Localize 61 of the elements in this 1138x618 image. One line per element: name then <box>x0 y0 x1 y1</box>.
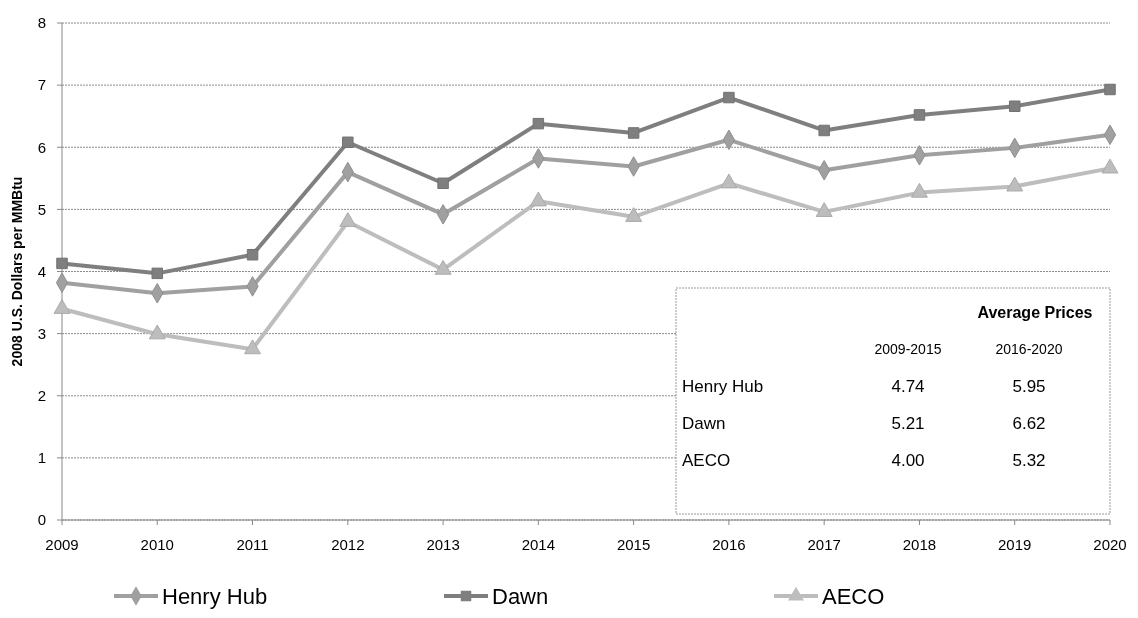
point <box>529 191 547 207</box>
point <box>910 182 928 198</box>
point <box>913 109 926 121</box>
point <box>342 136 354 149</box>
annotation: Henry Hub <box>682 377 764 396</box>
point <box>720 173 738 189</box>
point <box>627 127 640 139</box>
x-tick-label: 2014 <box>521 536 556 553</box>
legend-label: Dawn <box>492 583 549 609</box>
x-tick-label: 2016 <box>712 536 746 553</box>
annotation: 6.62 <box>1012 414 1046 433</box>
point <box>244 339 262 355</box>
point <box>1101 158 1119 174</box>
legend-label: AECO <box>822 583 885 609</box>
x-tick-label: 2015 <box>616 536 651 553</box>
point <box>53 299 71 314</box>
point <box>532 117 545 130</box>
x-tick-label: 2019 <box>998 536 1032 553</box>
x-tick-label: 2017 <box>807 536 841 553</box>
point <box>723 91 735 104</box>
annotation: 5.95 <box>1012 377 1046 396</box>
point <box>246 248 259 261</box>
x-tick-label: 2018 <box>902 536 937 553</box>
y-tick-label: 4 <box>37 262 46 280</box>
y-tick-label: 6 <box>37 138 46 156</box>
y-tick-label: 8 <box>37 14 46 32</box>
x-tick-label: 2009 <box>45 536 79 553</box>
annotation: 2016-2020 <box>995 341 1063 357</box>
x-tick-label: 2020 <box>1093 536 1127 553</box>
y-tick-label: 2 <box>37 387 46 404</box>
y-tick-label: 0 <box>37 511 46 529</box>
x-tick-label: 2013 <box>426 536 460 553</box>
point <box>151 267 164 280</box>
annotation: 5.32 <box>1012 451 1046 470</box>
point <box>434 259 452 275</box>
annotation: AECO <box>682 451 731 470</box>
annotation: 4.74 <box>891 377 925 396</box>
point <box>1104 83 1116 96</box>
legend-label: Henry Hub <box>162 583 268 609</box>
point <box>818 124 830 137</box>
point <box>1006 176 1024 192</box>
x-tick-label: 2012 <box>331 536 365 553</box>
annotation: 2009-2015 <box>874 341 942 357</box>
point <box>625 207 643 222</box>
point <box>437 177 449 190</box>
y-tick-label: 7 <box>37 76 46 94</box>
point <box>148 324 166 340</box>
y-tick-label: 3 <box>37 324 46 342</box>
y-axis-title: 2008 U.S. Dollars per MMBtu <box>9 176 25 367</box>
x-tick-label: 2011 <box>236 536 269 553</box>
y-tick-label: 1 <box>37 449 46 467</box>
point <box>1008 100 1021 112</box>
annotation: Average Prices <box>977 304 1093 321</box>
point <box>56 257 68 270</box>
y-tick-label: 5 <box>37 200 46 218</box>
point <box>815 202 833 217</box>
x-tick-label: 2010 <box>140 536 174 553</box>
annotation: Dawn <box>682 414 726 433</box>
annotation: 5.21 <box>891 414 925 433</box>
point <box>339 212 357 227</box>
annotation: 4.00 <box>891 451 925 470</box>
